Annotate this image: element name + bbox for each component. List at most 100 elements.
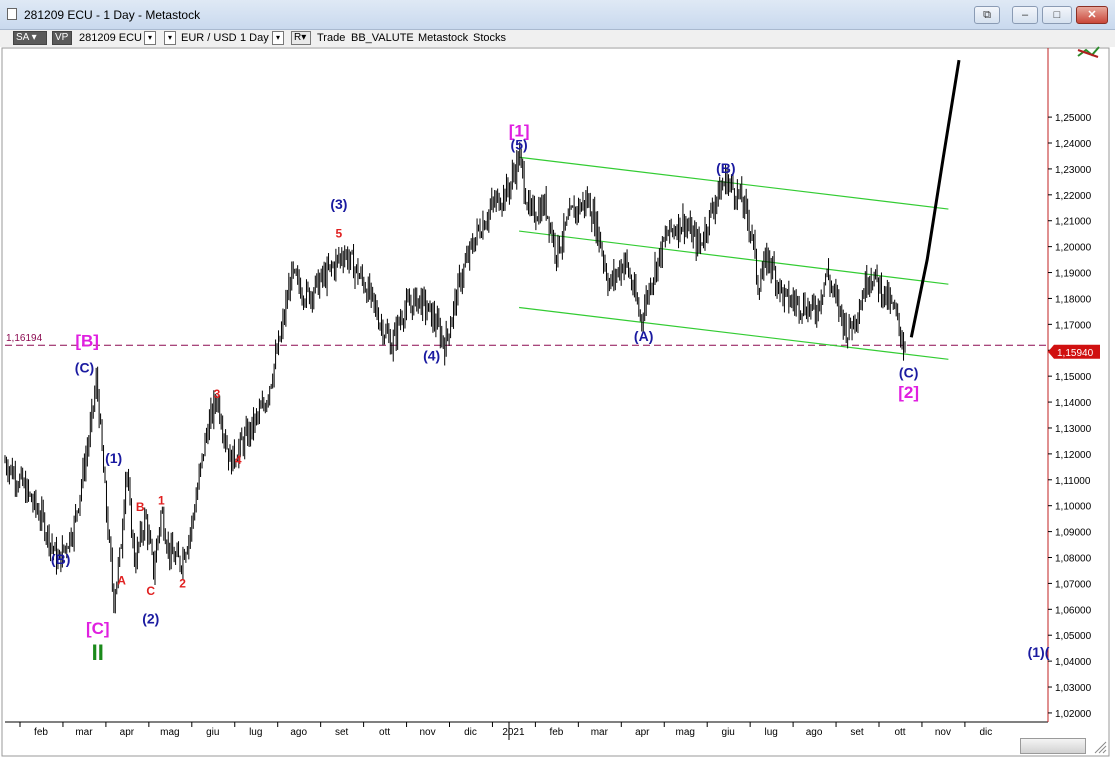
x-tick-label: ott <box>894 727 905 738</box>
y-tick-label: 1,11000 <box>1055 476 1091 487</box>
sa-label: SA <box>16 32 29 43</box>
wave-label: (1)( <box>1028 644 1050 660</box>
symbol-label: 281209 ECU <box>79 32 142 44</box>
chart-toolbar: SA ▾ VP 281209 ECU ▾ ▾ EUR / USD 1 Day ▾… <box>0 30 1115 47</box>
y-tick-label: 1,05000 <box>1055 631 1092 642</box>
wave-label: 2 <box>179 576 186 590</box>
sa-button[interactable]: SA ▾ <box>13 31 47 45</box>
x-tick-label: set <box>335 727 349 738</box>
y-tick-label: 1,04000 <box>1055 657 1092 668</box>
y-tick-label: 1,09000 <box>1055 528 1092 539</box>
wave-label: [B] <box>75 331 99 350</box>
r-button[interactable]: R▾ <box>291 31 311 45</box>
indicator-label: BB_VALUTE <box>351 32 414 44</box>
y-tick-label: 1,19000 <box>1055 269 1092 280</box>
y-tick-label: 1,02000 <box>1055 709 1092 720</box>
wave-label: [1] <box>509 122 530 141</box>
chart-tools-icon[interactable] <box>1077 46 1100 58</box>
x-tick-label: nov <box>935 727 951 738</box>
resize-grip-icon[interactable] <box>1093 740 1107 754</box>
wave-labels: [1](5) (B) (3) 5 (4) (A) [B] (C) (C) [2] 3 4 (1) B 1 (B… <box>51 122 1050 665</box>
pair-label: EUR / USD <box>181 32 237 44</box>
x-tick-label: lug <box>249 727 262 738</box>
channel-line <box>519 306 949 360</box>
projection-line <box>909 59 961 338</box>
wave-label: (A) <box>634 328 653 344</box>
wave-label: II <box>92 640 104 665</box>
y-tick-label: 1,15000 <box>1055 372 1092 383</box>
x-tick-label: feb <box>34 727 48 738</box>
wave-label: (C) <box>899 364 918 380</box>
channel-line <box>519 230 949 285</box>
y-tick-label: 1,14000 <box>1055 398 1092 409</box>
y-tick-label: 1,08000 <box>1055 554 1092 565</box>
x-tick-label: ott <box>379 727 390 738</box>
x-tick-label: feb <box>549 727 563 738</box>
reference-line-label: 1,16194 <box>6 333 43 344</box>
last-price-box <box>1048 344 1100 359</box>
x-tick-label: mag <box>676 727 695 738</box>
horizontal-scrollbar[interactable] <box>1020 738 1086 754</box>
y-tick-label: 1,20000 <box>1055 243 1092 254</box>
y-tick-label: 1,03000 <box>1055 683 1092 694</box>
price-series <box>4 142 906 614</box>
x-tick-label: mag <box>160 727 179 738</box>
wave-label: (4) <box>423 348 440 364</box>
wave-label: A <box>117 574 126 588</box>
x-tick-label: mar <box>591 727 609 738</box>
projection-stroke <box>909 59 961 338</box>
x-tick-label: apr <box>635 727 650 738</box>
wave-label: (1) <box>105 450 122 466</box>
y-tick-label: 1,07000 <box>1055 579 1092 590</box>
x-tick-label: ago <box>806 727 823 738</box>
y-tick-label: 1,21000 <box>1055 217 1092 228</box>
wave-label: 4 <box>235 453 242 467</box>
x-axis: feb mar apr mag giu lug ago set ott nov dic 2021 feb… <box>19 722 993 740</box>
wave-label: (5) <box>511 136 528 152</box>
x-tick-label: mar <box>75 727 93 738</box>
y-tick-label: 1,10000 <box>1055 502 1092 513</box>
wave-label: (C) <box>75 359 94 375</box>
reference-line: 1,16194 <box>5 333 1048 346</box>
close-button[interactable]: ✕ <box>1076 6 1108 24</box>
minimize-button[interactable]: – <box>1012 6 1038 24</box>
wave-label: [2] <box>898 383 919 402</box>
wave-label: 1 <box>158 493 165 507</box>
restore-window-button[interactable]: ⧉ <box>974 6 1000 24</box>
last-price-marker: 1,15940 <box>1048 344 1100 359</box>
period-dropdown[interactable]: ▾ <box>272 31 284 45</box>
x-tick-label: ago <box>290 727 307 738</box>
x-tick-label: nov <box>419 727 435 738</box>
wave-label: (2) <box>142 611 159 627</box>
market-label: Stocks <box>473 32 507 44</box>
source-label: Metastock <box>418 32 469 44</box>
y-axis: 1,02000 1,03000 1,04000 1,05000 1,06000 1,070… <box>1048 113 1092 720</box>
y-tick-label: 1,12000 <box>1055 450 1092 461</box>
x-tick-label: giu <box>722 727 735 738</box>
document-icon <box>7 8 17 20</box>
wave-label: 5 <box>336 227 343 241</box>
wave-label: (3) <box>330 196 347 212</box>
wave-label: [C] <box>86 619 110 638</box>
window-title: 281209 ECU - 1 Day - Metastock <box>24 8 201 22</box>
x-tick-label: set <box>850 727 864 738</box>
y-tick-label: 1,23000 <box>1055 165 1092 176</box>
maximize-button[interactable]: □ <box>1042 6 1072 24</box>
chevron-down-icon[interactable]: ▾ <box>164 31 176 45</box>
x-tick-label: 2021 <box>502 727 525 738</box>
y-tick-label: 1,18000 <box>1055 294 1092 305</box>
chart-tools-icon-line <box>1077 49 1099 58</box>
window-titlebar: 281209 ECU - 1 Day - Metastock ⧉ – □ ✕ <box>0 0 1115 30</box>
wave-label: 3 <box>214 387 221 401</box>
x-tick-label: dic <box>980 727 993 738</box>
x-tick-label: dic <box>464 727 477 738</box>
y-tick-label: 1,25000 <box>1055 113 1092 124</box>
symbol-dropdown[interactable]: ▾ <box>144 31 156 45</box>
chart-tools-icon-line <box>1077 46 1100 57</box>
wave-label: B <box>136 500 145 514</box>
vp-button[interactable]: VP <box>52 31 72 45</box>
period-label: 1 Day <box>240 32 269 44</box>
y-tick-label: 1,17000 <box>1055 320 1092 331</box>
trade-label[interactable]: Trade <box>317 32 346 44</box>
